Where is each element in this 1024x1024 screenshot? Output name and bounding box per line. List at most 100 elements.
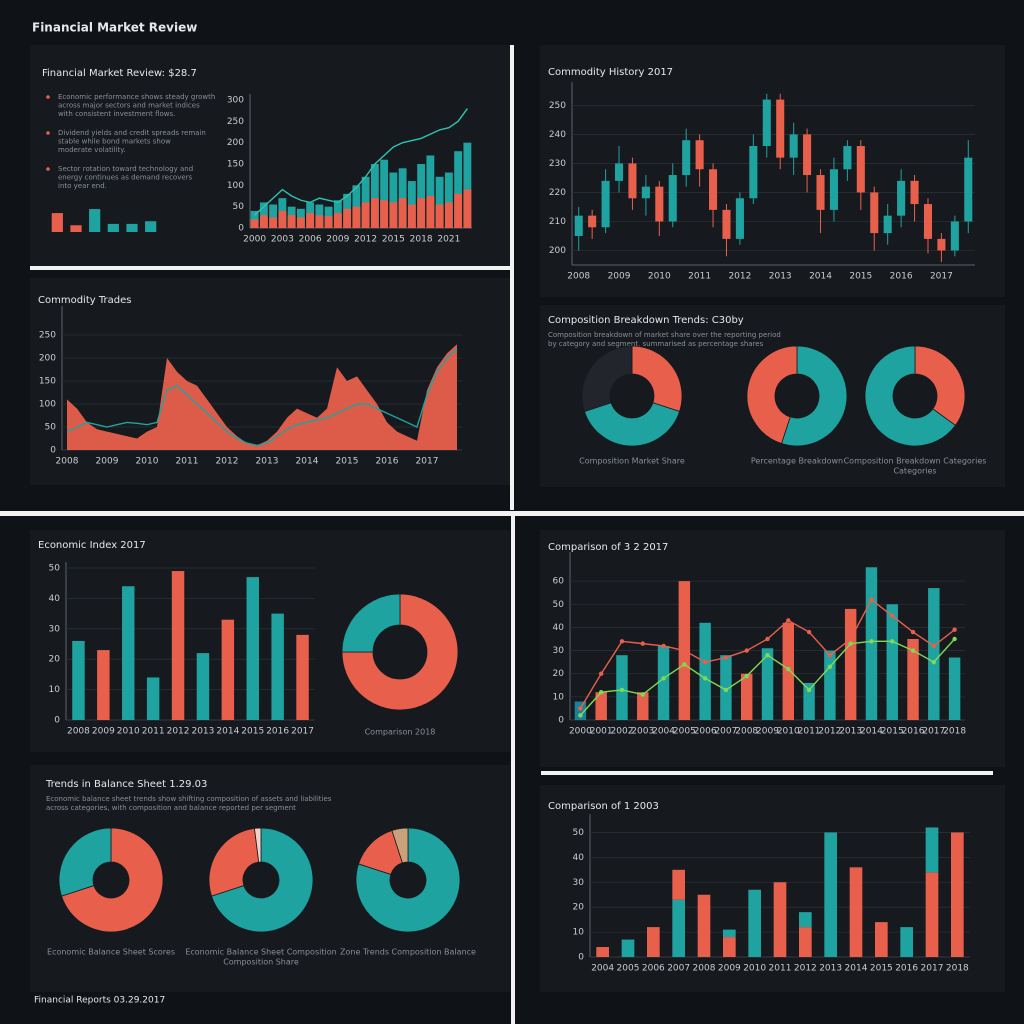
line — [254, 108, 468, 216]
bar-segment — [748, 889, 761, 957]
bar — [51, 213, 63, 232]
annotation: energy continues as demand recovers — [58, 174, 193, 182]
bar — [315, 215, 324, 228]
point — [682, 662, 687, 667]
point — [578, 713, 583, 718]
x-tick-label: 2006 — [694, 727, 717, 737]
x-tick-label: 2017 — [930, 272, 953, 282]
donut-slice — [631, 345, 683, 412]
x-tick-label: 2012 — [818, 727, 841, 737]
y-tick-label: 0 — [558, 716, 564, 726]
donut-label: Composition Share — [223, 958, 299, 967]
x-tick-label: 2009 — [92, 727, 115, 737]
bar-segment — [925, 827, 939, 873]
candle-body — [776, 99, 785, 158]
bar — [637, 692, 649, 720]
x-tick-label: 2008 — [67, 727, 90, 737]
y-tick-label: 220 — [549, 188, 566, 198]
bar — [370, 164, 379, 228]
y-tick-label: 30 — [553, 646, 565, 656]
donut-slice — [581, 345, 633, 412]
x-tick-label: 2007 — [714, 727, 737, 737]
y-tick-label: 20 — [49, 655, 61, 665]
candle-body — [803, 134, 812, 176]
subtitle: Composition breakdown of market share ov… — [548, 331, 781, 339]
y-tick-label: 300 — [227, 96, 244, 106]
bar — [361, 202, 370, 228]
bar — [907, 639, 919, 720]
y-tick-label: 30 — [49, 624, 61, 634]
bar — [370, 198, 379, 228]
bar — [948, 657, 961, 720]
donut-label: Percentage Breakdown — [751, 457, 843, 466]
bar-segment — [647, 927, 660, 957]
bar-segment — [621, 939, 635, 957]
x-tick-label: 2018 — [943, 727, 966, 737]
candle-body — [682, 140, 691, 176]
point — [869, 639, 874, 644]
bar — [380, 159, 389, 228]
x-tick-label: 2013 — [769, 272, 792, 282]
bar — [70, 225, 82, 232]
point — [744, 648, 749, 653]
x-tick-label: 2015 — [241, 727, 264, 737]
y-tick-label: 210 — [549, 217, 566, 227]
y-tick-label: 0 — [54, 716, 60, 726]
bullet — [46, 131, 50, 135]
candle-body — [614, 163, 624, 181]
y-tick-label: 100 — [39, 400, 56, 410]
point — [598, 671, 604, 676]
chart-title: Economic Index 2017 — [38, 540, 146, 551]
bar — [740, 673, 753, 720]
donut-slice — [58, 827, 112, 897]
chart-title: Financial Market Review: $28.7 — [42, 68, 197, 79]
x-tick-label: 2017 — [416, 457, 439, 467]
bar — [126, 223, 138, 232]
candle-body — [856, 146, 865, 193]
candle-body — [695, 140, 704, 170]
candle-body — [816, 175, 825, 210]
x-tick-label: 2011 — [688, 272, 711, 282]
bar — [454, 151, 463, 228]
candle-body — [937, 238, 946, 251]
bar — [122, 586, 135, 720]
donut-slice — [341, 593, 401, 653]
bar — [389, 172, 398, 228]
x-tick-label: 2008 — [693, 964, 716, 974]
annotation: with consistent investment flows. — [58, 110, 175, 118]
x-tick-label: 2016 — [902, 727, 925, 737]
bar-segment — [875, 922, 888, 957]
bar — [454, 193, 463, 228]
y-tick-label: 40 — [553, 623, 565, 633]
donut-label: Economic Balance Sheet Composition — [185, 948, 336, 957]
x-tick-label: 2009 — [96, 457, 119, 467]
x-tick-label: 2009 — [326, 235, 349, 245]
bar — [389, 202, 398, 228]
point — [640, 692, 645, 697]
bar — [426, 155, 435, 228]
candle-body — [588, 215, 597, 228]
bar-segment — [799, 927, 812, 957]
chart-title: Commodity History 2017 — [548, 67, 673, 78]
bar — [463, 142, 472, 228]
y-tick-label: 150 — [39, 377, 56, 387]
bar — [250, 219, 259, 228]
x-tick-label: 2015 — [881, 727, 904, 737]
bar — [595, 692, 607, 720]
x-tick-label: 2012 — [167, 727, 190, 737]
x-tick-label: 2010 — [743, 964, 766, 974]
point — [765, 653, 770, 658]
point — [619, 687, 625, 693]
donut-slice — [61, 827, 164, 933]
x-tick-label: 2004 — [591, 964, 614, 974]
chart-title: Comparison of 1 2003 — [548, 801, 659, 812]
candle-body — [628, 163, 637, 199]
bar — [657, 645, 670, 720]
x-tick-label: 2015 — [849, 272, 872, 282]
y-tick-label: 230 — [549, 159, 566, 169]
y-tick-label: 0 — [578, 953, 584, 963]
bar-segment — [672, 869, 685, 900]
bar — [844, 608, 857, 720]
y-tick-label: 40 — [573, 853, 585, 863]
